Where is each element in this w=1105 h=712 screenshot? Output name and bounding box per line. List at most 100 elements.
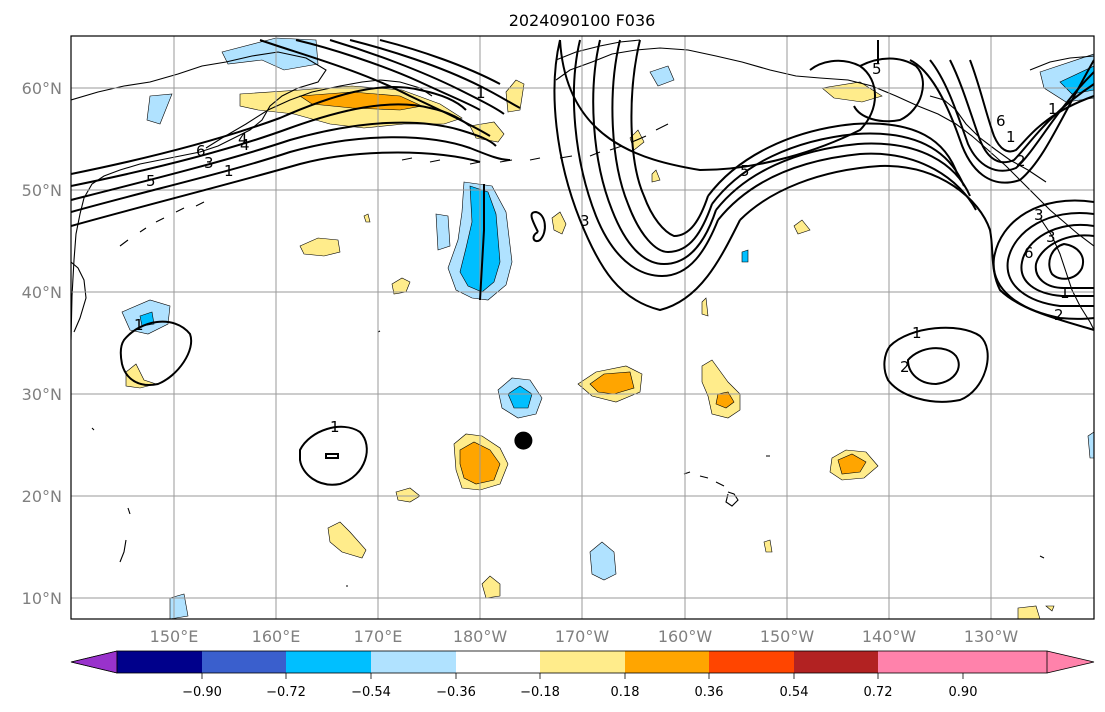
shade-neg: [1059, 65, 1094, 95]
shade-pos: [1045, 605, 1055, 612]
contour-label: 5: [740, 162, 750, 180]
shade-pos: [589, 371, 635, 395]
shade-neg: [221, 37, 319, 71]
contour-line: [119, 320, 193, 386]
shade-pos: [701, 359, 741, 419]
contour-line: [883, 326, 989, 403]
shade-pos: [395, 487, 421, 503]
contour-line: [479, 184, 485, 301]
shade-pos: [837, 453, 867, 475]
colorbar-tick-label: 0.72: [864, 685, 893, 700]
contour-line: [715, 142, 971, 211]
colorbar-extend-max: [963, 651, 1094, 673]
colorbar-segment: [202, 651, 286, 673]
contour-label: 6: [1024, 244, 1034, 262]
contour-line: [711, 132, 965, 205]
longitude-label: 130°W: [964, 627, 1019, 646]
contour-label: 3: [204, 154, 214, 172]
longitude-label: 150°E: [150, 627, 199, 646]
shade-neg: [1087, 431, 1094, 459]
contour-line: [349, 39, 521, 109]
contour-line: [530, 210, 546, 242]
colorbar-tick-label: −0.72: [266, 685, 306, 700]
shade-neg: [507, 385, 533, 409]
contour-label: 4: [238, 130, 248, 148]
contour-line: [992, 199, 1094, 320]
aleutian-islands: [401, 123, 669, 165]
latitude-axis: 60°N 50°N 40°N 30°N 20°N 10°N: [22, 79, 62, 608]
contour-line: [259, 39, 491, 137]
shade-pos: [701, 297, 709, 317]
contour-label: 1: [134, 316, 144, 334]
longitude-axis: 150°E 160°E 170°E 180°W 170°W 160°W 150°…: [150, 627, 1019, 646]
latitude-label: 60°N: [22, 79, 62, 98]
colorbar-segment: [117, 651, 202, 673]
shade-pos: [715, 391, 735, 409]
contour-line: [379, 39, 501, 85]
map-frame: [70, 35, 1095, 620]
longitude-label: 180°W: [453, 627, 508, 646]
contour-line: [71, 121, 497, 201]
contour-line: [969, 59, 1094, 153]
shade-neg: [649, 65, 675, 87]
contour-label: 5: [146, 172, 156, 190]
colorbar-tick-label: 0.54: [780, 685, 809, 700]
shade-pos: [793, 219, 811, 235]
colorbar-arrow-outline: [1046, 650, 1095, 674]
latitude-label: 30°N: [22, 385, 62, 404]
contour-line: [739, 164, 1094, 331]
kuril-islands: [119, 201, 205, 247]
location-marker: [514, 431, 533, 450]
longitude-label: 160°E: [252, 627, 301, 646]
shade-pos: [1017, 605, 1041, 619]
contour-label: 1: [1060, 284, 1070, 302]
latitude-label: 40°N: [22, 283, 62, 302]
contour-line: [1020, 223, 1094, 297]
shade-neg: [435, 213, 451, 251]
contour-label: 1: [912, 324, 922, 342]
longitude-label: 170°W: [555, 627, 610, 646]
colorbar-segment: [371, 651, 456, 673]
colorbar: −0.90 −0.72 −0.54 −0.36 −0.18 0.18 0.36 …: [70, 650, 1095, 700]
shade-pos: [299, 237, 341, 257]
latitude-label: 10°N: [22, 589, 62, 608]
contour-label: 1: [224, 162, 234, 180]
longitude-label: 150°W: [760, 627, 815, 646]
contour-label: 1: [330, 418, 340, 436]
colorbar-segment: [456, 651, 540, 673]
colorbar-extend-min: [70, 650, 118, 674]
colorbar-tick-label: −0.90: [182, 685, 222, 700]
map-title: 2024090100 F036: [509, 11, 656, 30]
contour-line: [1048, 242, 1084, 280]
colorbar-segment: [540, 651, 625, 673]
shade-pos: [505, 79, 525, 113]
contour-line: [592, 39, 717, 266]
colorbar-tick-label: 0.36: [695, 685, 724, 700]
contour-label: 3: [580, 212, 590, 230]
colorbar-segment: [709, 651, 794, 673]
shade-neg: [589, 541, 617, 581]
shade-pos: [327, 521, 367, 559]
colorbar-frame: [116, 650, 1048, 674]
contour-label: 6: [196, 142, 206, 160]
contour-line: [71, 151, 481, 227]
contour-label: 1: [476, 84, 486, 102]
contour-line: [611, 39, 713, 254]
shade-neg: [741, 249, 749, 263]
longitude-label: 160°W: [658, 627, 713, 646]
graticule: [71, 36, 1094, 619]
contour-label: 2: [900, 358, 910, 376]
contour-line: [717, 152, 977, 221]
coastline-japan: [71, 261, 87, 333]
coastline-kamchatka: [205, 79, 433, 149]
colorbar-tick-label: 0.90: [949, 685, 978, 700]
contour-label: 2: [1016, 152, 1026, 170]
hawaii-islands: [683, 471, 739, 507]
contour-line: [295, 39, 481, 111]
contour-line: [329, 39, 505, 115]
colorbar-segment: [625, 651, 709, 673]
shade-neg: [146, 93, 173, 125]
shade-pos: [821, 81, 883, 103]
contour-label: 3: [1046, 228, 1056, 246]
shaded-anomaly-fills: [121, 37, 1094, 619]
